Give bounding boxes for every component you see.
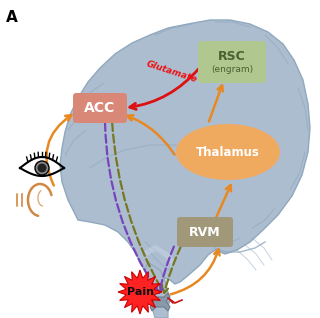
Ellipse shape [176, 124, 280, 180]
Polygon shape [150, 293, 170, 311]
Text: (engram): (engram) [211, 65, 253, 73]
Text: RSC: RSC [218, 50, 246, 63]
Polygon shape [118, 270, 162, 314]
Circle shape [37, 163, 46, 172]
FancyBboxPatch shape [198, 41, 266, 83]
Circle shape [35, 161, 49, 175]
Text: RVM: RVM [189, 225, 221, 238]
Text: Pain: Pain [126, 287, 154, 297]
Text: Thalamus: Thalamus [196, 146, 260, 158]
FancyBboxPatch shape [73, 93, 127, 123]
FancyBboxPatch shape [177, 217, 233, 247]
Polygon shape [60, 20, 310, 308]
Text: ACC: ACC [84, 101, 116, 115]
Text: A: A [6, 10, 18, 25]
Polygon shape [145, 262, 168, 318]
Text: Glutamate: Glutamate [145, 59, 199, 85]
